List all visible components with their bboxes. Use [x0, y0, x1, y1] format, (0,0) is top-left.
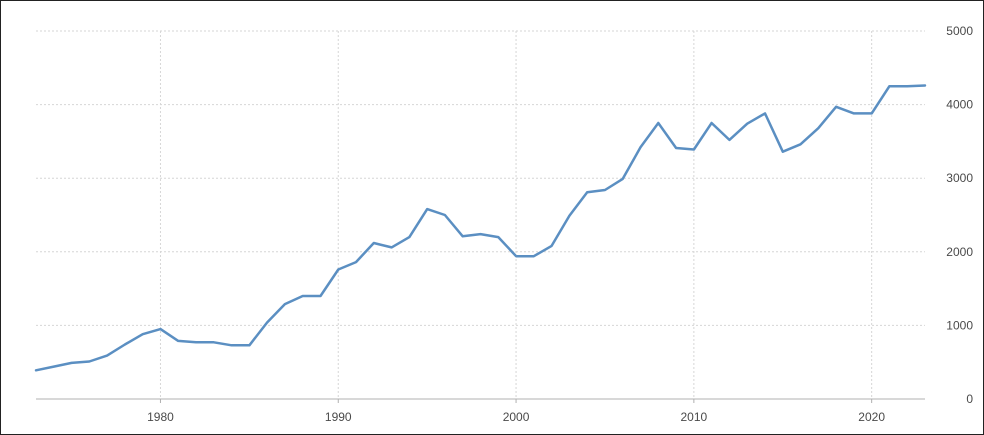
data-point-1975: [70, 361, 74, 365]
tick-label-layer: 0 1000 2000 3000 4000 5000 1980 1990 2000 2010 202…: [147, 24, 973, 424]
data-point-2001: [532, 254, 536, 258]
data-point-1976: [87, 359, 91, 363]
data-point-1983: [212, 340, 216, 344]
data-point-2004: [585, 190, 589, 194]
data-point-2002: [550, 244, 554, 248]
data-point-2011: [710, 121, 714, 125]
data-point-1995: [425, 207, 429, 211]
data-point-1981: [176, 339, 180, 343]
data-point-1996: [443, 213, 447, 217]
data-point-2005: [603, 188, 607, 192]
y-tick-label-4000: 4000: [946, 98, 973, 112]
data-point-2010: [692, 147, 696, 151]
data-point-1982: [194, 340, 198, 344]
data-point-1998: [479, 232, 483, 236]
data-point-2003: [567, 214, 571, 218]
data-point-2000: [514, 254, 518, 258]
series-line-0: [34, 84, 927, 372]
x-tick-label-2020: 2020: [858, 410, 885, 424]
data-point-2014: [763, 111, 767, 115]
data-point-1979: [141, 332, 145, 336]
data-point-2015: [781, 150, 785, 154]
data-point-2017: [816, 126, 820, 130]
data-point-2020: [870, 111, 874, 115]
data-point-1980: [158, 327, 162, 331]
data-point-1988: [301, 294, 305, 298]
data-point-2006: [621, 177, 625, 181]
data-point-1999: [496, 235, 500, 239]
data-point-2023: [923, 83, 927, 87]
data-point-1985: [247, 343, 251, 347]
grid-layer: [36, 30, 925, 403]
data-point-1973: [34, 368, 38, 372]
series-layer: [34, 83, 927, 372]
data-point-2009: [674, 146, 678, 150]
data-point-2019: [852, 111, 856, 115]
data-point-1974: [52, 365, 56, 369]
data-point-2022: [905, 84, 909, 88]
x-tick-label-2010: 2010: [681, 410, 708, 424]
data-point-1997: [461, 234, 465, 238]
data-point-1990: [336, 267, 340, 271]
data-point-1992: [372, 241, 376, 245]
y-tick-label-2000: 2000: [946, 245, 973, 259]
data-point-2008: [656, 121, 660, 125]
data-point-1984: [230, 343, 234, 347]
data-point-2012: [727, 138, 731, 142]
data-point-1991: [354, 260, 358, 264]
data-point-1994: [407, 235, 411, 239]
data-point-2018: [834, 105, 838, 109]
x-tick-label-1990: 1990: [325, 410, 352, 424]
data-point-2007: [639, 145, 643, 149]
data-point-1987: [283, 302, 287, 306]
y-tick-label-3000: 3000: [946, 171, 973, 185]
data-point-2021: [887, 84, 891, 88]
y-tick-label-0: 0: [966, 392, 973, 406]
data-point-2013: [745, 122, 749, 126]
x-tick-label-2000: 2000: [503, 410, 530, 424]
data-point-1993: [390, 245, 394, 249]
data-point-1989: [318, 294, 322, 298]
data-point-1978: [123, 343, 127, 347]
data-point-1986: [265, 320, 269, 324]
data-point-1977: [105, 354, 109, 358]
data-point-2016: [799, 142, 803, 146]
x-tick-label-1980: 1980: [147, 410, 174, 424]
y-tick-label-5000: 5000: [946, 24, 973, 38]
y-tick-label-1000: 1000: [946, 318, 973, 332]
